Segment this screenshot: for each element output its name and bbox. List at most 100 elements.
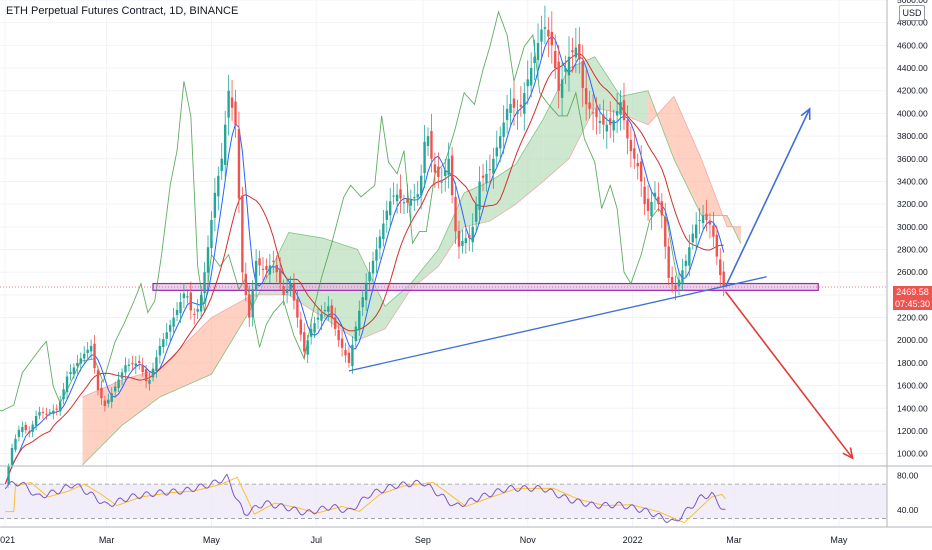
candle-body [719,259,722,276]
candle-body [488,169,492,171]
candle-body [354,326,358,342]
candle-body [364,283,368,301]
candle-body [433,164,437,173]
candle-body [371,260,375,274]
ascending-trendline [348,276,767,372]
candle-body [41,412,45,414]
candle-body [615,111,619,116]
rsi-pane [0,465,932,524]
candle-body [117,379,120,389]
chart-title: ETH Perpetual Futures Contract, 1D, BINA… [6,5,239,17]
candle-body [478,181,481,210]
candle-body [492,158,495,174]
rsi-line [4,473,726,524]
candle-body [605,124,609,132]
candle-body [230,97,234,108]
candle-body [722,271,725,287]
candle-body [234,101,237,125]
candle-body [602,114,605,125]
candle-body [34,416,38,426]
candle-body [461,241,464,246]
candle-body [244,273,248,295]
candle-body [574,47,578,58]
candle-body [571,50,574,53]
candle-body [626,120,629,139]
cloud-segment [464,181,490,227]
candle-body [213,192,217,218]
rsi-moving-average [5,476,726,524]
candle-body [72,367,76,375]
candle-body [529,68,533,86]
candle-body [674,285,677,290]
candle-body [664,216,667,247]
price-tick-label: 1200.00 [897,426,928,436]
candle-body [543,27,547,29]
candle-body [419,175,423,196]
drawings[interactable] [348,107,854,460]
candle-body [65,376,69,392]
candle-body [14,438,17,450]
candle-body [351,344,354,367]
candle-body [306,340,309,355]
candle-body [141,365,144,372]
candle-body [285,289,289,294]
candle-body [323,310,327,312]
candle-body [395,194,399,202]
support-zone[interactable] [152,282,819,291]
candle-body [705,213,708,221]
candle-body [712,225,715,237]
price-tick-label: 2800.00 [897,245,928,255]
candle-body [701,215,705,224]
candle-body [670,276,674,284]
rsi-tick-label: 80.00 [897,471,919,481]
rsi-band [0,484,887,519]
candle-body [7,466,10,486]
candle-body [210,220,213,248]
cloud-segment [515,119,544,205]
candle-body [495,147,498,157]
candle-body [158,345,162,356]
candle-body [639,161,643,182]
price-tick-label: 3200.00 [897,199,928,209]
candle-body [502,122,505,137]
candle-body [382,223,385,240]
candle-body [375,249,378,261]
candles [7,5,725,489]
price-tick-label: 3000.00 [897,222,928,232]
candle-body [554,50,557,69]
candle-body [162,339,165,348]
candle-body [519,104,523,107]
candle-body [103,400,107,407]
candle-body [368,272,371,282]
candle-body [127,364,131,366]
candle-body [206,247,210,273]
lagging-span [0,10,682,412]
bullish-projection-arrow-shaft [724,108,811,288]
candle-body [199,294,203,312]
candle-body [516,111,519,114]
candle-body [340,338,344,348]
candle-body [320,313,323,321]
candle-body [646,198,650,211]
candle-body [454,196,457,232]
candle-body [69,372,72,375]
cloud-segment [568,56,595,159]
candle-body [124,365,127,373]
candle-body [334,317,337,329]
candle-body [254,260,258,291]
candle-body [265,265,268,270]
candle-body [179,301,182,314]
candle-body [578,44,581,60]
candle-body [93,343,96,369]
candle-body [347,352,351,363]
cloud-segment [438,192,465,267]
candle-body [423,141,426,173]
price-tick-label: 4600.00 [897,40,928,50]
candle-body [550,31,553,46]
candle-body [83,353,86,359]
price-tick-label: 2200.00 [897,313,928,323]
candle-body [189,292,193,311]
currency-button[interactable]: USD [899,5,925,21]
candle-body [172,317,175,327]
